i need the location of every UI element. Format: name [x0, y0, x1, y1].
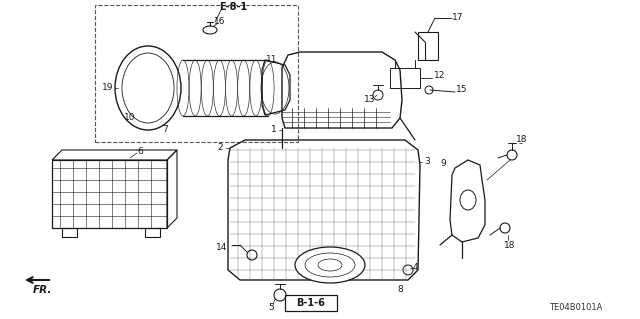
Text: 18: 18 — [516, 136, 528, 145]
Text: 11: 11 — [266, 56, 278, 64]
Text: 6: 6 — [137, 147, 143, 157]
Text: FR.: FR. — [32, 285, 52, 295]
Text: 1: 1 — [271, 125, 277, 135]
Text: E-8-1: E-8-1 — [219, 2, 247, 12]
Bar — [390, 68, 420, 88]
Text: 7: 7 — [162, 125, 168, 135]
Text: 10: 10 — [124, 114, 136, 122]
Text: 15: 15 — [456, 85, 468, 94]
Ellipse shape — [295, 247, 365, 283]
Bar — [418, 32, 438, 60]
Text: 12: 12 — [435, 70, 445, 79]
Text: 5: 5 — [268, 302, 274, 311]
Text: 14: 14 — [216, 243, 228, 253]
Bar — [95, 5, 298, 142]
Text: B-1-6: B-1-6 — [296, 298, 325, 308]
Text: 16: 16 — [214, 18, 226, 26]
Text: 18: 18 — [504, 241, 516, 249]
Text: 2: 2 — [217, 144, 223, 152]
Text: TE04B0101A: TE04B0101A — [549, 303, 603, 313]
Text: 13: 13 — [364, 95, 376, 105]
Bar — [52, 160, 167, 228]
Text: 8: 8 — [397, 286, 403, 294]
Bar — [285, 295, 337, 311]
Text: 3: 3 — [424, 158, 430, 167]
Text: 19: 19 — [102, 84, 114, 93]
Bar — [62, 228, 77, 237]
Text: 17: 17 — [452, 12, 464, 21]
Bar — [145, 228, 160, 237]
Text: 9: 9 — [440, 159, 446, 167]
Text: 4: 4 — [412, 263, 418, 272]
